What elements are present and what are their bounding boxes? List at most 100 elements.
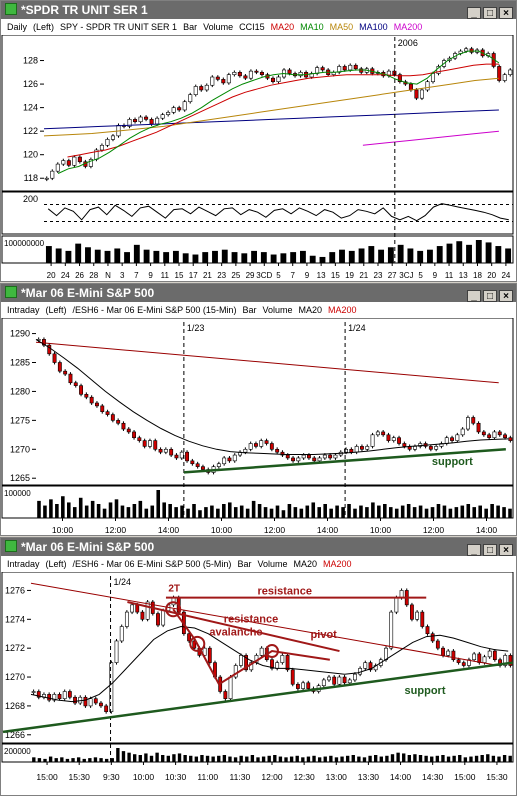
- close-button[interactable]: ×: [499, 7, 513, 19]
- candle-body: [79, 385, 83, 395]
- volume-bar: [61, 496, 65, 518]
- x-tick-label: 23: [217, 271, 226, 280]
- close-button[interactable]: ×: [499, 544, 513, 556]
- maximize-button[interactable]: □: [483, 7, 497, 19]
- candle-body: [119, 626, 124, 642]
- candle-body: [287, 69, 292, 74]
- candle-body: [95, 402, 99, 407]
- x-tick-label: 27: [388, 271, 397, 280]
- volume-bar: [82, 758, 86, 762]
- volume-bar: [340, 756, 344, 762]
- volume-bar: [239, 505, 244, 518]
- volume-bar: [43, 505, 47, 518]
- candle-body: [337, 676, 342, 685]
- minimize-button[interactable]: _: [467, 7, 481, 19]
- candle-body: [100, 405, 105, 412]
- y-tick-label: 1276: [5, 585, 25, 595]
- x-tick-label: 15:00: [36, 772, 58, 782]
- volume-bar: [144, 508, 149, 518]
- volume-bar: [189, 755, 193, 762]
- candle-body: [397, 74, 402, 83]
- volume-bar: [104, 758, 109, 762]
- candle-body: [47, 694, 52, 701]
- volume-bar: [270, 254, 277, 263]
- maximize-button[interactable]: □: [483, 544, 497, 556]
- info-label: Daily: [7, 22, 28, 32]
- volume-bar: [390, 754, 395, 762]
- chart-window-icon: [5, 286, 17, 298]
- candle-body: [349, 448, 354, 453]
- candle-body: [142, 440, 147, 447]
- candle-body: [455, 434, 460, 441]
- candle-body: [430, 633, 435, 642]
- candle-body: [384, 647, 388, 661]
- candle-body: [487, 434, 492, 439]
- candle-body: [109, 662, 114, 712]
- volume-bar: [385, 755, 389, 762]
- daily-chart-canvas[interactable]: 118 120 122 124 126 128 2006 200 100000000 20 24 26…: [1, 35, 516, 281]
- volume-bar: [466, 244, 472, 263]
- candle-body: [360, 446, 364, 450]
- window-titlebar[interactable]: *Mar 06 E-Mini S&P 500 _ □ ×: [1, 284, 516, 302]
- candle-body: [353, 673, 357, 681]
- candle-body: [467, 659, 471, 666]
- volume-bar: [180, 505, 184, 518]
- volume-bar: [435, 755, 440, 762]
- minimize-button[interactable]: _: [467, 290, 481, 302]
- session-marker-label: 2006: [398, 38, 418, 48]
- volume-bar: [212, 250, 218, 263]
- candle-body: [124, 611, 129, 627]
- candle-body: [169, 448, 174, 456]
- x-tick-label: 29: [246, 271, 255, 280]
- volume-bar: [374, 755, 378, 762]
- volume-bar: [37, 500, 41, 518]
- candle-body: [381, 431, 386, 436]
- volume-bar: [502, 507, 506, 518]
- volume-bar: [217, 755, 221, 762]
- volume-bar: [124, 252, 130, 263]
- candle-body: [353, 64, 358, 70]
- info-label: /ESH6 - Mar 06 E-Mini S&P 500 (5-Min): [72, 559, 232, 569]
- candle-body: [344, 448, 348, 453]
- volume-bar: [323, 756, 327, 762]
- volume-bar: [351, 755, 355, 762]
- candle-body: [44, 177, 49, 180]
- volume-bar: [358, 248, 365, 263]
- candle-body: [237, 72, 242, 77]
- volume-bar: [436, 504, 441, 518]
- window-titlebar[interactable]: *Mar 06 E-Mini S&P 500 _ □ ×: [1, 538, 516, 556]
- candle-body: [179, 451, 184, 459]
- volume-bar: [163, 252, 170, 263]
- volume-bar: [241, 253, 248, 263]
- candle-body: [148, 440, 152, 447]
- volume-bar: [357, 756, 361, 762]
- candle-body: [88, 159, 93, 167]
- candle-body: [370, 434, 375, 447]
- volume-bar: [448, 508, 453, 518]
- 5min-chart-canvas[interactable]: 1266 1268 1270 1272 1274 1276 1/24 200000 15:00 1…: [1, 572, 516, 795]
- candle-body: [227, 457, 232, 462]
- 15min-chart-canvas[interactable]: 1265 1270 1275 1280 1285 1290 1/23 1/24 100000 10…: [1, 318, 516, 535]
- candle-body: [232, 454, 237, 462]
- window-title: *Mar 06 E-Mini S&P 500: [21, 540, 155, 554]
- candle-body: [301, 682, 306, 689]
- volume-bar: [460, 505, 465, 518]
- candle-body: [73, 696, 77, 704]
- candle-body: [77, 156, 82, 163]
- y-tick-label: 126: [23, 79, 38, 89]
- ma10-line: [57, 50, 500, 174]
- candle-body: [337, 66, 342, 73]
- candle-body: [301, 454, 306, 459]
- close-button[interactable]: ×: [499, 290, 513, 302]
- volume-bar: [406, 504, 411, 518]
- x-tick-label: 13:30: [358, 772, 380, 782]
- volume-bar: [239, 755, 243, 762]
- volume-bar: [114, 248, 121, 263]
- minimize-button[interactable]: _: [467, 544, 481, 556]
- swing-high-circle: [165, 601, 182, 618]
- maximize-button[interactable]: □: [483, 290, 497, 302]
- candle-body: [270, 659, 274, 669]
- volume-bar: [205, 755, 210, 762]
- window-titlebar[interactable]: *SPDR TR UNIT SER 1 _ □ ×: [1, 1, 516, 19]
- candle-body: [67, 691, 72, 698]
